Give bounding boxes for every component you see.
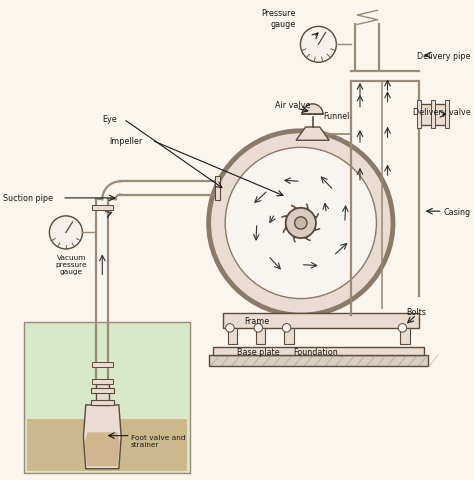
Text: Bolts: Bolts [407, 307, 427, 316]
Bar [91, 389, 114, 393]
Bar [96, 384, 109, 405]
Polygon shape [85, 432, 120, 467]
Bar [92, 379, 113, 384]
Text: Frame: Frame [244, 317, 270, 325]
Circle shape [286, 208, 316, 239]
Bar [400, 328, 410, 345]
Bar [209, 356, 428, 366]
Text: Foot valve and
strainer: Foot valve and strainer [131, 434, 185, 447]
Text: Foundation: Foundation [294, 347, 338, 356]
Circle shape [301, 27, 337, 63]
Text: Delivery pipe: Delivery pipe [418, 51, 471, 60]
Text: Funnel: Funnel [323, 112, 349, 121]
Text: Suction pipe: Suction pipe [3, 194, 53, 203]
Circle shape [49, 216, 82, 250]
Bar [92, 205, 113, 210]
Bar [256, 328, 265, 345]
Polygon shape [296, 128, 329, 141]
Bar [24, 323, 190, 473]
Bar [284, 328, 294, 345]
Bar [223, 313, 419, 328]
Bar [228, 328, 237, 345]
Text: Eye: Eye [102, 115, 117, 124]
Text: Vacuum
pressure
gauge: Vacuum pressure gauge [56, 254, 87, 274]
Wedge shape [302, 105, 323, 115]
Circle shape [295, 217, 307, 229]
Bar [417, 101, 421, 129]
Bar [215, 176, 220, 201]
Text: Base plate: Base plate [237, 347, 280, 356]
Bar [419, 105, 447, 125]
Text: Pressure
gauge: Pressure gauge [261, 9, 296, 29]
Circle shape [283, 324, 291, 333]
Bar [91, 400, 114, 405]
Circle shape [209, 132, 393, 315]
Bar [213, 347, 424, 356]
Text: Delivery valve: Delivery valve [413, 108, 471, 117]
Text: Air valve: Air valve [275, 101, 310, 110]
Circle shape [226, 324, 234, 333]
Bar [446, 101, 449, 129]
Circle shape [398, 324, 407, 333]
Bar [92, 362, 113, 367]
Bar [27, 419, 187, 471]
Circle shape [225, 148, 376, 299]
Text: Casing: Casing [444, 207, 471, 216]
Circle shape [254, 324, 263, 333]
Bar [431, 101, 435, 129]
Text: Impeller: Impeller [109, 136, 143, 145]
Polygon shape [83, 405, 121, 469]
